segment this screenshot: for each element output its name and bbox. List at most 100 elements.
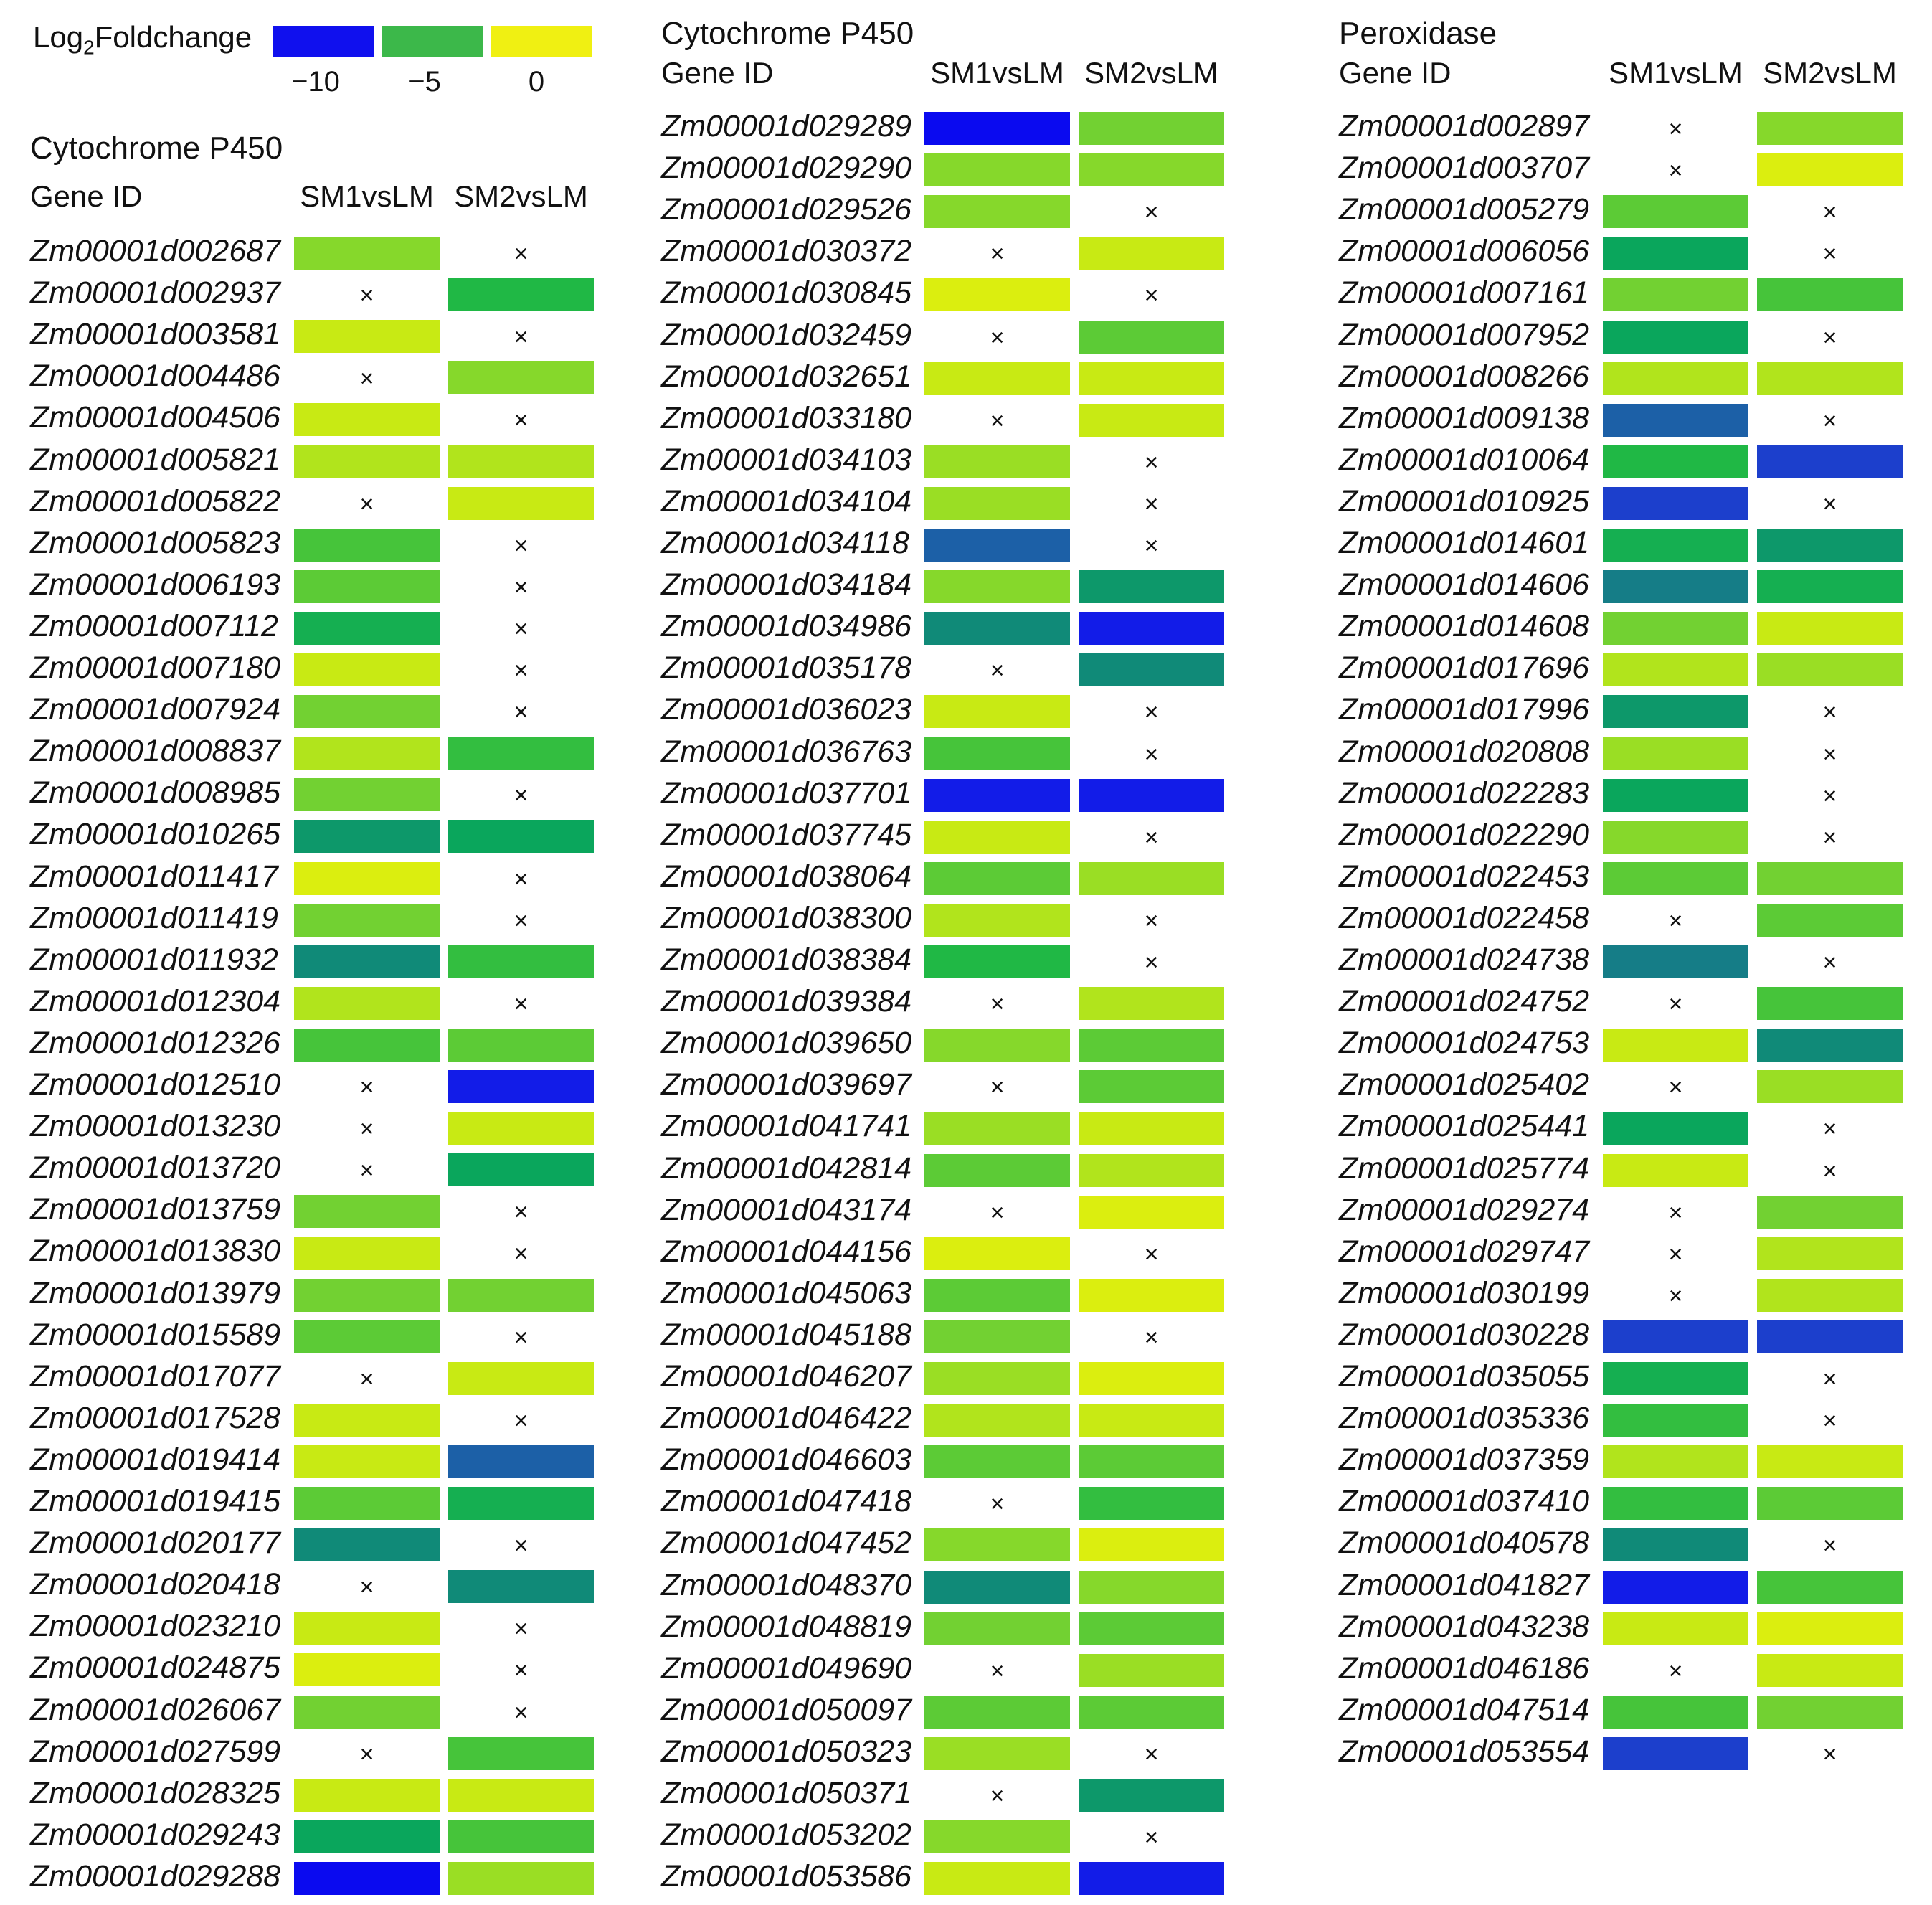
gene-id-label: Zm00001d011417 xyxy=(30,859,278,894)
heatmap-cell xyxy=(924,1862,1070,1896)
gene-id-label: Zm00001d014608 xyxy=(1339,609,1590,644)
missing-mark: × xyxy=(513,865,529,893)
missing-mark: × xyxy=(359,1365,374,1393)
missing-mark: × xyxy=(513,531,529,559)
gene-id-label: Zm00001d036763 xyxy=(661,734,912,769)
missing-mark: × xyxy=(1668,1199,1683,1226)
gene-id-header: Gene ID xyxy=(661,56,774,90)
heatmap-cell xyxy=(294,1403,440,1437)
missing-mark: × xyxy=(1144,490,1159,518)
missing-mark: × xyxy=(1668,115,1683,143)
gene-id-label: Zm00001d013759 xyxy=(30,1192,281,1227)
gene-id-label: Zm00001d038384 xyxy=(661,942,912,977)
gene-id-label: Zm00001d004486 xyxy=(30,359,281,394)
missing-mark: × xyxy=(359,282,374,310)
gene-id-label: Zm00001d050097 xyxy=(661,1692,912,1727)
heatmap-cell xyxy=(924,445,1070,478)
missing-mark: × xyxy=(1822,782,1837,810)
missing-mark: × xyxy=(1144,1323,1159,1351)
heatmap-cell xyxy=(1757,112,1903,145)
missing-mark: × xyxy=(513,699,529,727)
column-header: SM1vsLM xyxy=(1609,56,1743,90)
missing-mark: × xyxy=(359,1074,374,1101)
missing-mark: × xyxy=(1144,1240,1159,1268)
heatmap-cell xyxy=(1079,987,1224,1021)
heatmap-cell xyxy=(294,778,440,812)
missing-mark: × xyxy=(513,407,529,435)
heatmap-cell xyxy=(1757,361,1903,395)
gene-id-label: Zm00001d024875 xyxy=(30,1650,281,1686)
missing-mark: × xyxy=(1822,1407,1837,1435)
gene-id-label: Zm00001d044156 xyxy=(661,1234,912,1269)
heatmap-cell xyxy=(1757,445,1903,478)
heatmap-cell xyxy=(1603,695,1748,729)
gene-id-label: Zm00001d012326 xyxy=(30,1025,281,1060)
heatmap-cell xyxy=(294,1820,440,1853)
gene-id-label: Zm00001d005823 xyxy=(30,525,281,560)
heatmap-cell xyxy=(924,737,1070,770)
heatmap-cell xyxy=(1757,987,1903,1021)
legend-tick-label: −5 xyxy=(408,66,441,98)
heatmap-cell xyxy=(1603,820,1748,854)
gene-id-label: Zm00001d040578 xyxy=(1339,1526,1590,1561)
gene-id-label: Zm00001d035055 xyxy=(1339,1359,1590,1394)
heatmap-cell xyxy=(1603,1487,1748,1521)
heatmap-cell xyxy=(1757,278,1903,312)
heatmap-cell xyxy=(1079,778,1224,812)
gene-id-label: Zm00001d034184 xyxy=(661,567,912,602)
heatmap-cell xyxy=(924,112,1070,145)
heatmap-cell xyxy=(448,1445,594,1478)
heatmap-cell xyxy=(294,1695,440,1729)
column-header: SM2vsLM xyxy=(454,179,588,213)
gene-id-label: Zm00001d029243 xyxy=(30,1817,281,1852)
missing-mark: × xyxy=(1668,1282,1683,1310)
heatmap-cell xyxy=(924,695,1070,729)
heatmap-cell xyxy=(448,1487,594,1520)
missing-mark: × xyxy=(513,323,529,351)
gene-id-label: Zm00001d030372 xyxy=(661,234,912,269)
heatmap-cell xyxy=(1079,1070,1224,1104)
heatmap-cell xyxy=(294,695,440,729)
gene-id-label: Zm00001d048819 xyxy=(661,1609,912,1644)
heatmap-cell xyxy=(1079,1695,1224,1729)
gene-id-label: Zm00001d037410 xyxy=(1339,1484,1590,1519)
heatmap-cell xyxy=(294,1487,440,1520)
heatmap-cell xyxy=(924,1820,1070,1854)
heatmap-cell xyxy=(294,1653,440,1687)
heatmap-cell xyxy=(1079,1487,1224,1521)
heatmap-cell xyxy=(924,1528,1070,1562)
gene-id-label: Zm00001d039384 xyxy=(661,984,912,1019)
gene-id-label: Zm00001d017077 xyxy=(30,1358,281,1394)
heatmap-cell xyxy=(1603,1445,1748,1479)
gene-id-label: Zm00001d030228 xyxy=(1339,1317,1590,1352)
heatmap-cell xyxy=(1603,945,1748,978)
heatmap-cell xyxy=(924,570,1070,604)
gene-id-label: Zm00001d013230 xyxy=(30,1109,281,1144)
heatmap-cell xyxy=(448,820,594,854)
gene-id-label: Zm00001d008266 xyxy=(1339,359,1590,394)
heatmap-cell xyxy=(1079,237,1224,270)
heatmap-cell xyxy=(1757,1653,1903,1687)
heatmap-cell xyxy=(294,1195,440,1229)
heatmap-cell xyxy=(448,361,594,395)
gene-id-label: Zm00001d047418 xyxy=(661,1484,912,1519)
heatmap-cell xyxy=(294,1445,440,1478)
heatmap-cell xyxy=(448,1028,594,1062)
heatmap-cell xyxy=(1603,1736,1748,1770)
missing-mark: × xyxy=(1822,490,1837,518)
gene-id-label: Zm00001d029526 xyxy=(661,192,912,227)
gene-id-label: Zm00001d006056 xyxy=(1339,234,1590,269)
gene-id-label: Zm00001d039697 xyxy=(661,1067,912,1102)
gene-id-label: Zm00001d048370 xyxy=(661,1567,912,1602)
missing-mark: × xyxy=(1144,699,1159,727)
missing-mark: × xyxy=(1144,448,1159,476)
heatmap-cell xyxy=(294,237,440,270)
heatmap-cell xyxy=(1757,1695,1903,1729)
heatmap-cell xyxy=(1079,1029,1224,1062)
gene-id-label: Zm00001d009138 xyxy=(1339,400,1590,435)
column-header: SM2vsLM xyxy=(1084,56,1218,90)
gene-id-label: Zm00001d035178 xyxy=(661,651,912,686)
gene-id-header: Gene ID xyxy=(1339,56,1452,90)
gene-id-label: Zm00001d027599 xyxy=(30,1734,281,1769)
heatmap-cell xyxy=(924,1112,1070,1145)
